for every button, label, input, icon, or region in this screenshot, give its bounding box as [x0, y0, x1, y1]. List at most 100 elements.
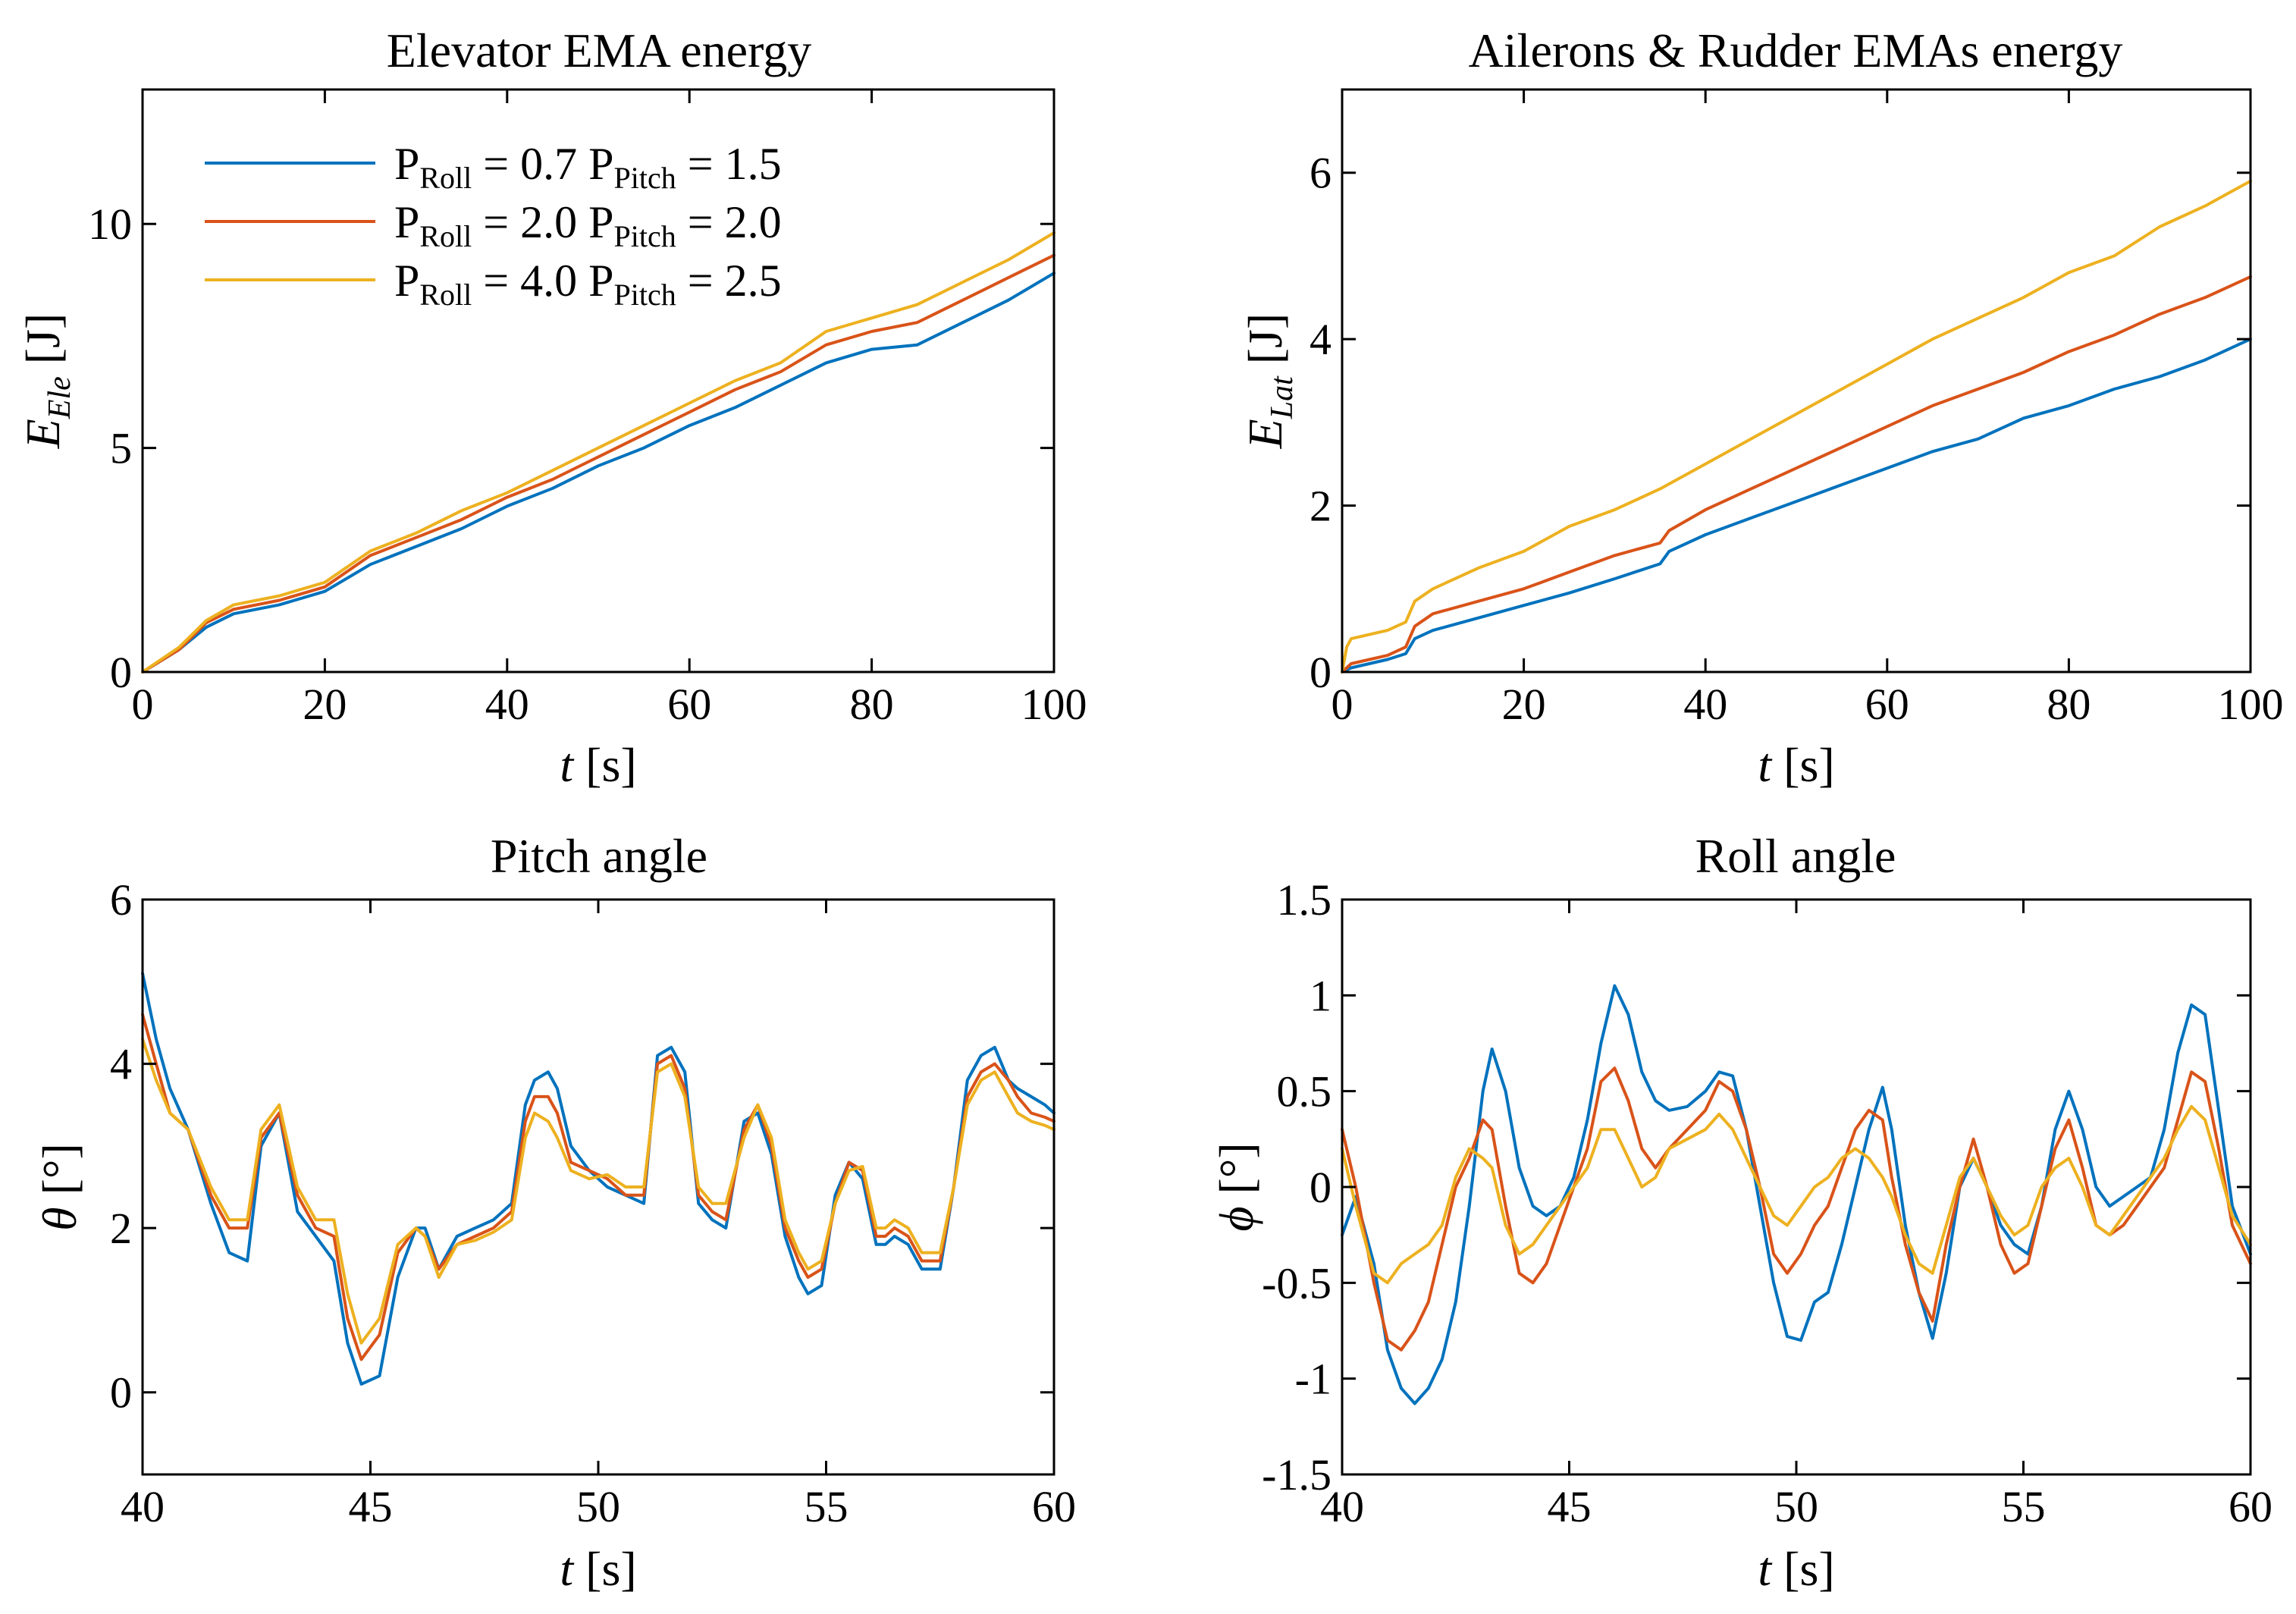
- legend-pitch-sub: Pitch: [614, 161, 676, 195]
- y-tick-label: -1.5: [1262, 1450, 1331, 1499]
- legend-roll-sub: Roll: [419, 219, 472, 253]
- legend-label-1: PRoll = 0.7 PPitch = 1.5: [394, 139, 782, 195]
- y-tick-label: 1: [1310, 971, 1331, 1020]
- chart-title: Ailerons & Rudder EMAs energy: [1469, 24, 2123, 77]
- series-line-yellow: [1341, 179, 2252, 674]
- x-axis-label-unit: [s]: [573, 1542, 637, 1596]
- x-axis-label-main: t: [1758, 738, 1773, 792]
- series-group: [1341, 179, 2252, 674]
- axes-frame: [1341, 88, 2252, 674]
- y-tick-label: 5: [110, 424, 132, 473]
- series-line-blue: [141, 972, 1055, 1386]
- legend-eq: =: [676, 256, 725, 306]
- legend-eq: =: [472, 139, 520, 189]
- y-tick-label: 0: [1310, 1163, 1331, 1212]
- legend-label-3: PRoll = 4.0 PPitch = 2.5: [394, 256, 782, 312]
- tick-group: 0 20 40 60 80 100 0 5 10: [88, 89, 1087, 729]
- x-tick-label: 60: [667, 680, 711, 729]
- x-axis-label-unit: [s]: [573, 738, 637, 792]
- y-tick-label: 2: [110, 1204, 132, 1253]
- axes-frame: [141, 88, 1055, 674]
- y-tick-label: 2: [1310, 482, 1331, 531]
- y-axis-label: θ [°]: [33, 1143, 86, 1231]
- legend-eq: =: [676, 139, 725, 189]
- y-tick-label: 0.5: [1277, 1067, 1332, 1116]
- y-axis-label: EEle [J]: [16, 313, 77, 450]
- x-tick-label: 20: [1502, 680, 1546, 729]
- tick-group: 0 20 40 60 80 100 0 2 4 6: [1310, 89, 2284, 729]
- chart-roll-angle: Roll angle 40 45 50 55 60-1.5-1-0.500.511.5 …: [1209, 829, 2272, 1596]
- y-tick-label: 0: [1310, 648, 1331, 697]
- series-line-yellow: [141, 1038, 1055, 1345]
- chart-title: Elevator EMA energy: [387, 24, 811, 77]
- x-tick-label: 55: [805, 1482, 848, 1531]
- legend-p: P: [588, 256, 613, 306]
- x-tick-label: 20: [303, 680, 347, 729]
- legend-entry-2: PRoll = 2.0 PPitch = 2.0: [205, 197, 782, 253]
- legend-pitch-value: 2.0: [725, 197, 782, 247]
- x-tick-label: 0: [1331, 680, 1353, 729]
- y-tick-label: 0: [110, 648, 132, 697]
- y-axis-label-sub: Lat: [1265, 375, 1300, 419]
- legend-p: P: [394, 197, 419, 247]
- x-axis-label: t [s]: [1758, 738, 1834, 792]
- y-tick-label: 10: [88, 199, 132, 249]
- legend-label-2: PRoll = 2.0 PPitch = 2.0: [394, 197, 782, 253]
- tick-group: 40 45 50 55 60 0 2 4 6: [110, 875, 1076, 1531]
- y-tick-label: 6: [1310, 149, 1331, 198]
- x-axis-label: t [s]: [560, 1542, 636, 1596]
- y-axis-label-main: ϕ: [1209, 1207, 1263, 1232]
- legend-eq: =: [472, 197, 520, 247]
- series-group: [141, 972, 1055, 1386]
- legend-pitch-value: 2.5: [725, 256, 782, 306]
- x-tick-label: 80: [2047, 680, 2091, 729]
- y-axis-label: ϕ [°]: [1209, 1142, 1263, 1231]
- y-axis-label-main: E: [1238, 419, 1292, 449]
- y-tick-label: 4: [1310, 315, 1331, 364]
- x-tick-label: 0: [132, 680, 154, 729]
- x-tick-label: 60: [2229, 1482, 2272, 1531]
- y-tick-label: 4: [110, 1040, 132, 1089]
- series-line-red: [141, 253, 1055, 674]
- y-axis-label-unit: [°]: [33, 1143, 86, 1207]
- x-axis-label-main: t: [560, 1542, 575, 1596]
- legend-p: P: [588, 139, 613, 189]
- y-tick-label: 6: [110, 875, 132, 925]
- series-line-red: [1341, 275, 2252, 674]
- x-axis-label-unit: [s]: [1771, 738, 1835, 792]
- chart-lateral-energy: Ailerons & Rudder EMAs energy 0 20 40 60 80 1…: [1238, 24, 2284, 792]
- legend-roll-value: 0.7: [520, 139, 577, 189]
- x-tick-label: 40: [1683, 680, 1727, 729]
- legend-p: P: [588, 197, 613, 247]
- y-axis-label-main: E: [16, 419, 70, 449]
- x-tick-label: 100: [2218, 680, 2284, 729]
- legend-p: P: [394, 256, 419, 306]
- legend-eq: =: [472, 256, 520, 306]
- y-tick-label: -1: [1295, 1355, 1331, 1404]
- legend-entry-1: PRoll = 0.7 PPitch = 1.5: [205, 139, 782, 195]
- series-line-yellow: [1341, 1104, 2252, 1285]
- y-axis-label-unit: [J]: [1238, 313, 1292, 377]
- y-tick-label: 1.5: [1277, 875, 1332, 925]
- x-axis-label-main: t: [560, 738, 575, 792]
- x-tick-label: 60: [1032, 1482, 1076, 1531]
- chart-elevator-energy: Elevator EMA energy 0 20 40 60 80 100 0 5 10 EEl…: [16, 24, 1087, 792]
- x-axis-label-main: t: [1758, 1542, 1773, 1596]
- series-line-red: [141, 1013, 1055, 1361]
- chart-pitch-angle: Pitch angle 40 45 50 55 60 0 2 4 6 θ [°] t [s]: [33, 829, 1076, 1596]
- legend-roll-value: 4.0: [520, 256, 577, 306]
- y-axis-label-sub: Ele: [42, 376, 77, 419]
- legend-roll-sub: Roll: [419, 278, 472, 312]
- series-line-blue: [141, 272, 1055, 674]
- y-axis-label: ELat [J]: [1238, 313, 1300, 450]
- x-tick-label: 50: [1774, 1482, 1818, 1531]
- y-tick-label: 0: [110, 1368, 132, 1418]
- series-line-yellow: [141, 231, 1055, 674]
- x-tick-label: 40: [1320, 1482, 1364, 1531]
- y-axis-label-unit: [°]: [1209, 1142, 1263, 1206]
- x-tick-label: 60: [1865, 680, 1909, 729]
- y-axis-label-main: θ: [33, 1207, 86, 1230]
- series-line-blue: [1341, 338, 2252, 674]
